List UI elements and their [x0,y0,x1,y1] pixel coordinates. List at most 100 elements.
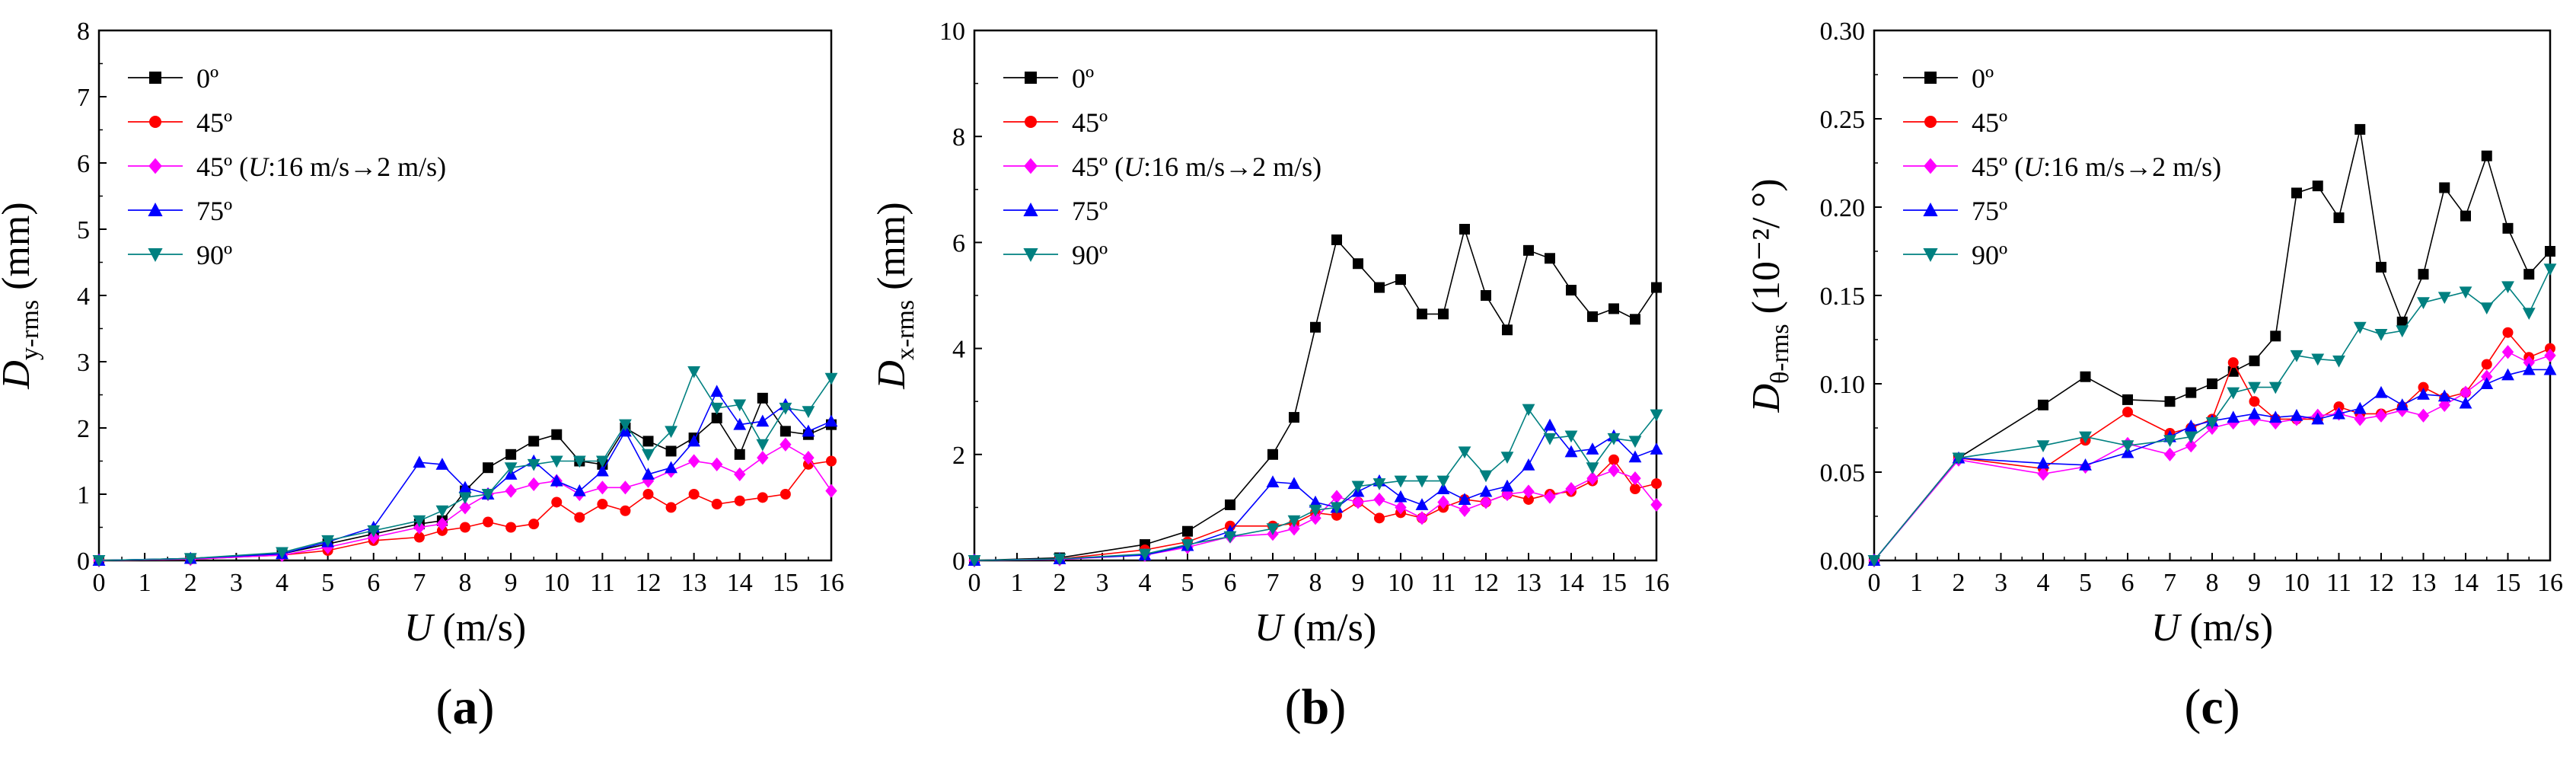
data-point-s90 [1522,404,1535,417]
data-point-s90 [2480,302,2494,314]
data-point-s0 [2312,180,2323,192]
x-tick-label: 3 [1994,569,2007,597]
legend-label-s0: 0º [196,63,218,94]
y-tick-label: 0.00 [1820,548,1866,576]
data-point-s75 [2332,407,2345,420]
data-point-s75 [1650,442,1663,455]
data-point-s0 [1289,412,1299,423]
data-point-s90 [1053,553,1066,566]
panel-label: (a) [436,679,495,735]
data-point-s45r [2544,348,2556,362]
x-tick-label: 4 [2037,569,2050,597]
x-tick-label: 2 [1054,569,1066,597]
data-point-s45r [2375,408,2387,423]
data-point-s45r [1480,495,1492,509]
data-point-s45r [1586,471,1599,486]
data-point-s90 [1867,555,1881,567]
data-point-s0 [1502,324,1513,336]
data-point-s0 [1353,258,1363,270]
data-point-s90 [2268,382,2282,394]
data-point-s90 [1586,462,1599,474]
x-tick-label: 6 [1224,569,1237,597]
data-point-s90 [2417,297,2430,310]
data-point-s75 [2459,396,2472,409]
data-point-s45r [1522,484,1535,499]
y-axis-label: Dθ-rms (10⁻²/ °) [1745,178,1794,413]
data-point-s90 [321,535,335,548]
data-point-s75 [1394,490,1408,503]
x-tick-label: 6 [367,569,380,597]
x-tick-label: 15 [1601,569,1627,597]
x-tick-label: 15 [773,569,799,597]
data-point-s75 [2480,377,2494,389]
data-point-s75 [2374,385,2388,398]
data-point-s90 [710,402,724,415]
data-point-s90 [1500,452,1514,465]
data-point-s75 [2311,412,2325,425]
data-point-s0 [1630,314,1640,325]
data-point-s45r [734,467,746,481]
chart-panel-c: 0 1 2 3 4 5 6 7 8 9 10 11 12 13 14 15 160.000.050.100.15… [1745,18,2563,735]
data-point-s45r [687,454,700,468]
x-tick-label: 12 [636,569,662,597]
data-point-s45 [528,519,540,530]
data-point-s75 [2543,362,2557,375]
data-point-s90 [1181,539,1194,551]
data-point-s90 [458,492,472,505]
data-point-s45 [1608,454,1619,465]
data-point-s75 [2290,409,2303,421]
data-point-s45r [2523,356,2535,370]
data-point-s45 [734,495,745,506]
panel-label: (b) [1285,679,1347,735]
data-point-s90 [413,515,426,528]
data-point-s0 [642,436,654,447]
data-point-s90 [527,458,540,471]
data-point-s0 [1545,253,1555,264]
data-point-s75 [2396,398,2409,410]
data-point-s0 [2523,269,2535,280]
y-tick-label: 0 [952,548,965,576]
data-point-s75 [2079,458,2092,471]
legend-label-s0: 0º [1072,63,1094,94]
x-axis-label: U (m/s) [2151,606,2273,650]
data-point-s45r [1352,495,1364,509]
data-point-s45r [2037,467,2049,481]
data-point-s90 [2437,292,2451,305]
data-point-s45r [2185,439,2197,453]
x-tick-label: 7 [1267,569,1280,597]
data-point-s90 [1223,531,1237,544]
legend-label-s90: 90º [1072,240,1108,270]
series-line-s75 [974,424,1657,561]
data-point-s90 [968,555,981,567]
legend-marker-s45 [149,116,161,128]
data-point-s90 [435,505,449,518]
data-point-s45r [505,484,517,498]
data-point-s45 [2418,382,2429,393]
data-point-s45 [620,505,631,516]
x-tick-label: 10 [1388,569,1414,597]
legend-label-s75: 75º [196,196,232,226]
data-point-s75 [733,417,747,430]
x-tick-label: 9 [1352,569,1365,597]
data-point-s0 [734,449,745,460]
y-tick-label: 6 [952,229,965,257]
data-point-s75 [2268,410,2282,423]
data-point-s0 [1310,321,1321,333]
legend-label-s45r: 45º (U:16 m/s→2 m/s) [196,152,446,182]
y-tick-label: 7 [77,84,90,112]
data-point-s90 [1628,436,1642,449]
data-point-s75 [687,434,701,447]
data-point-s90 [1650,409,1663,422]
data-point-s45r [436,517,448,532]
legend-marker-s75 [148,203,163,216]
data-point-s45 [711,499,722,510]
data-point-s90 [824,372,838,385]
data-point-s45 [642,489,654,500]
data-point-s0 [2502,222,2514,234]
x-tick-label: 11 [1431,569,1456,597]
data-point-s75 [435,458,449,470]
data-point-s45r [1309,511,1321,525]
data-point-s90 [1607,433,1621,445]
data-point-s90 [550,455,563,468]
